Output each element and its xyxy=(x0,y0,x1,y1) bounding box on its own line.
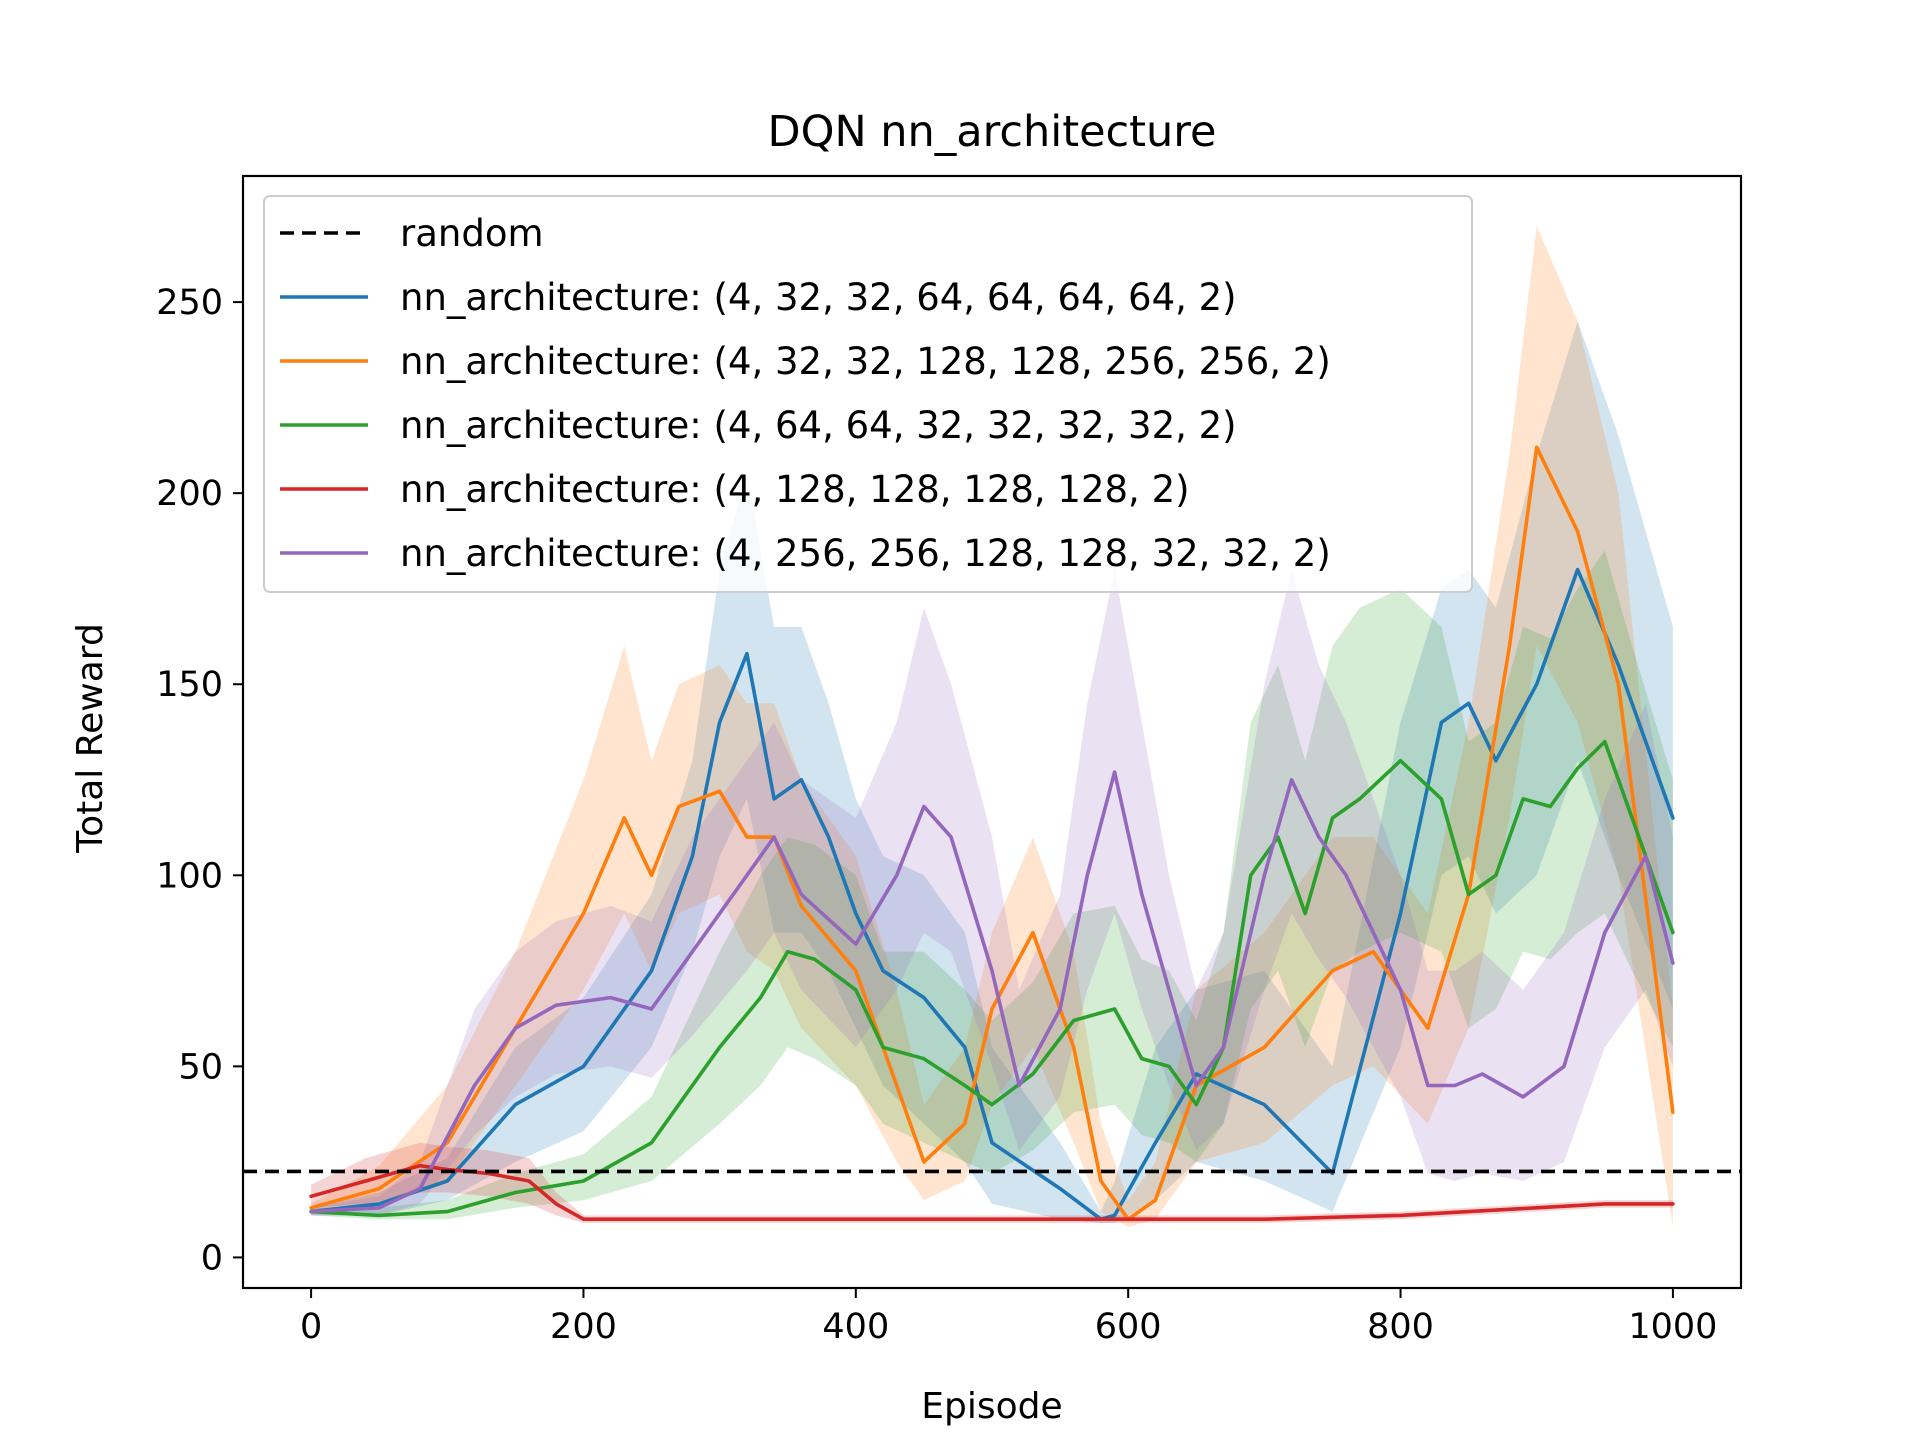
line-series-3 xyxy=(309,739,1675,1218)
y-axis-label: Total Reward xyxy=(70,623,111,854)
x-tick-label: 400 xyxy=(822,1307,889,1347)
legend-label-series-4: nn_architecture: (4, 128, 128, 128, 128,… xyxy=(400,468,1190,511)
line-series-5 xyxy=(309,770,1675,1214)
band-series-2 xyxy=(311,225,1673,1227)
x-tick-label: 200 xyxy=(550,1307,617,1347)
x-tick-label: 600 xyxy=(1095,1307,1162,1347)
x-axis-ticks: 0 200 400 600 800 1000 xyxy=(300,1288,1717,1347)
y-tick-label: 100 xyxy=(156,856,223,896)
legend-label-series-2: nn_architecture: (4, 32, 32, 128, 128, 2… xyxy=(400,340,1331,383)
legend-label-series-1: nn_architecture: (4, 32, 32, 64, 64, 64,… xyxy=(400,276,1237,319)
x-tick-label: 800 xyxy=(1367,1307,1434,1347)
band-series-3 xyxy=(311,550,1673,1220)
line-series-2 xyxy=(309,445,1675,1221)
legend-box xyxy=(263,195,1473,593)
legend: random nn_architecture: (4, 32, 32, 64, 6… xyxy=(263,195,1473,593)
chart-title: DQN nn_architecture xyxy=(768,107,1217,157)
y-tick-label: 150 xyxy=(156,665,223,705)
legend-label-series-5: nn_architecture: (4, 256, 256, 128, 128,… xyxy=(400,532,1331,575)
y-tick-label: 200 xyxy=(156,474,223,514)
legend-label-random: random xyxy=(400,212,544,255)
y-tick-label: 50 xyxy=(178,1047,223,1087)
plot-frame xyxy=(241,174,1743,1290)
x-tick-label: 0 xyxy=(300,1307,322,1347)
series-lines xyxy=(309,445,1675,1221)
band-series-4 xyxy=(311,1142,1673,1223)
x-axis-label: Episode xyxy=(921,1386,1062,1427)
legend-label-series-3: nn_architecture: (4, 64, 64, 32, 32, 32,… xyxy=(400,404,1237,447)
line-series-4 xyxy=(309,1163,1675,1221)
confidence-bands xyxy=(311,225,1673,1227)
y-tick-label: 0 xyxy=(201,1238,223,1278)
y-axis-ticks: 0 50 100 150 200 250 xyxy=(156,283,243,1278)
band-series-5 xyxy=(311,569,1673,1216)
x-tick-label: 1000 xyxy=(1628,1307,1717,1347)
y-tick-label: 250 xyxy=(156,283,223,323)
band-series-1 xyxy=(311,321,1673,1223)
